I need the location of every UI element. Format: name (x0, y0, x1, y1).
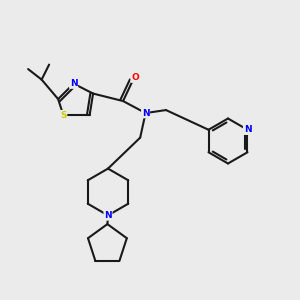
Text: N: N (70, 79, 77, 88)
Text: N: N (142, 109, 149, 118)
Text: O: O (131, 73, 139, 82)
Text: N: N (244, 125, 251, 134)
Text: S: S (60, 111, 67, 120)
Text: N: N (104, 211, 112, 220)
